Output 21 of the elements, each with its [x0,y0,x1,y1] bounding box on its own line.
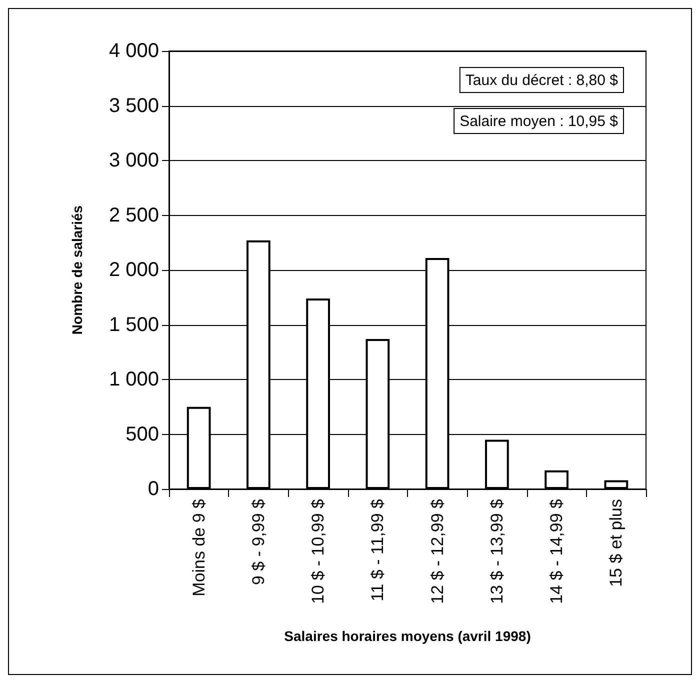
x-tick-label: 10 $ - 10,99 $ [308,498,328,604]
y-tick-label: 2 500 [108,204,159,226]
x-tick-label: 11 $ - 11,99 $ [368,498,388,602]
x-axis-title: Salaires horaires moyens (avril 1998) [284,628,531,644]
x-tick-label: Moins de 9 $ [189,498,208,596]
x-tick-label: 9 $ - 9,99 $ [248,498,268,586]
x-tick-label: 12 $ - 12,99 $ [428,498,447,604]
y-axis-title: Nombre de salariés [69,205,85,335]
y-tick-label: 0 [148,478,159,500]
annotation: Salaire moyen : 10,95 $ [460,113,619,130]
x-tick-label: 13 $ - 13,99 $ [487,498,506,604]
y-tick-label: 3 000 [108,150,159,172]
x-tick-label: 14 $ - 14,99 $ [547,498,566,604]
y-tick-label: 2 000 [108,259,159,281]
x-tick-label: 15 $ et plus [606,499,626,587]
y-tick-label: 4 000 [108,40,159,62]
annotation: Taux du décret : 8,80 $ [465,72,619,89]
y-tick-label: 3 500 [108,94,159,117]
y-tick-label: 500 [126,423,159,446]
y-tick-label: 1 500 [108,314,159,336]
y-tick-label: 1 000 [108,368,159,390]
